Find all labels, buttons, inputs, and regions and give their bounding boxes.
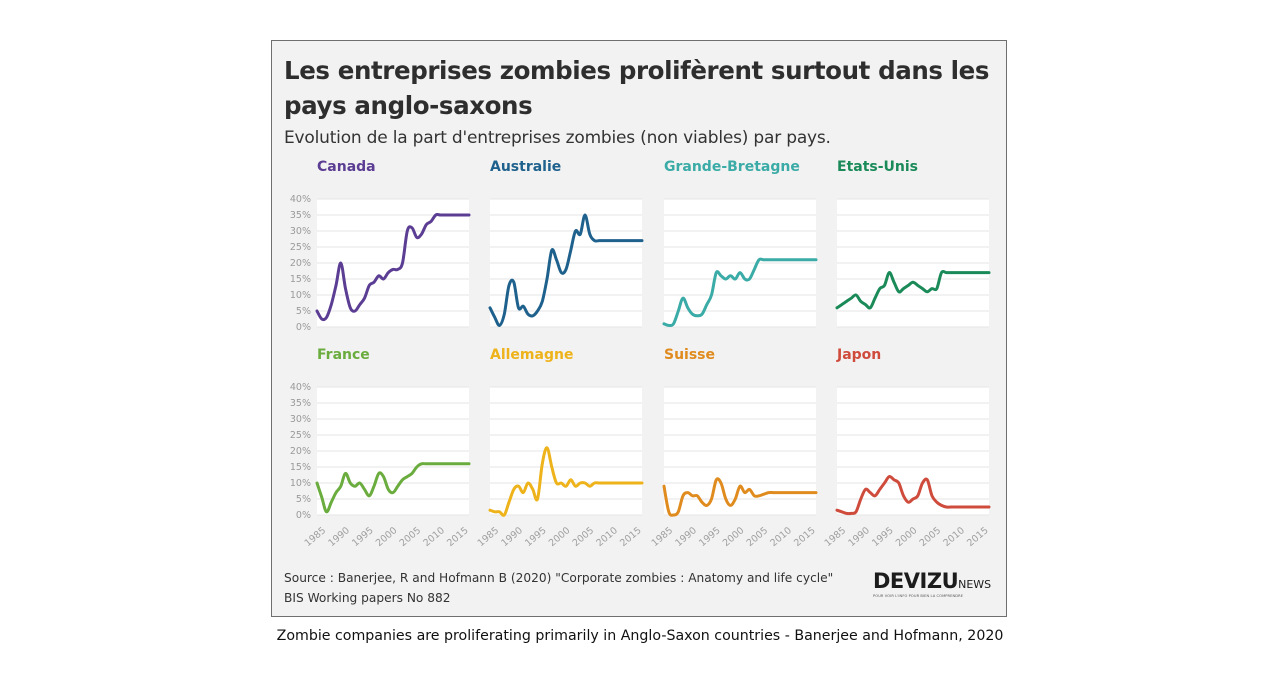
panel-title-france: France (317, 347, 370, 363)
x-tick-label: 1990 (673, 525, 699, 549)
y-tick-label: 30% (290, 414, 311, 425)
x-tick-label: 2005 (745, 525, 771, 549)
y-tick-label: 30% (290, 226, 311, 237)
series-line-etats-unis (835, 269, 991, 310)
source-note: Source : Banerjee, R and Hofmann B (2020… (284, 568, 833, 608)
y-tick-label: 20% (290, 258, 311, 269)
x-tick-label: 2005 (918, 525, 944, 549)
x-tick-label: 1985 (476, 525, 502, 549)
x-tick-label: 1985 (650, 525, 676, 549)
y-tick-label: 15% (290, 274, 311, 285)
y-tick-label: 35% (290, 210, 311, 221)
y-tick-label: 15% (290, 462, 311, 473)
y-tick-label: 40% (290, 194, 311, 205)
x-tick-label: 2015 (618, 525, 644, 549)
panel-title-allemagne: Allemagne (490, 347, 573, 363)
logo-sub: NEWS (958, 578, 992, 591)
x-tick-label: 1995 (870, 525, 896, 549)
panel-title-suisse: Suisse (664, 347, 715, 363)
x-tick-label: 1995 (697, 525, 723, 549)
y-tick-label: 10% (290, 290, 311, 301)
y-tick-label: 20% (290, 446, 311, 457)
x-tick-label: 2010 (941, 525, 967, 549)
chart-title: Les entreprises zombies prolifèrent surt… (284, 56, 990, 120)
y-tick-label: 0% (296, 510, 311, 521)
x-tick-label: 2015 (445, 525, 471, 549)
x-tick-label: 2010 (594, 525, 620, 549)
series-line-grande-bretagne (662, 257, 818, 328)
x-tick-label: 2000 (374, 525, 400, 549)
figure-caption: Zombie companies are proliferating prima… (276, 628, 1004, 644)
series-line-france (315, 462, 471, 514)
y-tick-label: 40% (290, 382, 311, 393)
x-tick-label: 2000 (547, 525, 573, 549)
chart-subtitle: Evolution de la part d'entreprises zombi… (284, 128, 831, 148)
x-tick-label: 2010 (421, 525, 447, 549)
series-line-australie (488, 213, 644, 327)
series-line-canada (315, 213, 471, 322)
x-tick-label: 1985 (303, 525, 329, 549)
x-tick-label: 1990 (499, 525, 525, 549)
y-tick-label: 25% (290, 242, 311, 253)
y-tick-label: 10% (290, 478, 311, 489)
x-tick-label: 1990 (326, 525, 352, 549)
x-tick-label: 1990 (846, 525, 872, 549)
devizu-logo: DEVIZUNEWS POUR VOIR L'INFO POUR BIEN LA… (873, 569, 992, 598)
x-tick-label: 2000 (894, 525, 920, 549)
x-tick-label: 2015 (792, 525, 818, 549)
small-multiples-chart: 0% 5% 10% 15% 20% 25% 30% 35% 40% Canada Australie… (290, 159, 991, 549)
y-tick-label: 35% (290, 398, 311, 409)
panel-title-grande-bretagne: Grande-Bretagne (664, 159, 800, 175)
x-tick-label: 1995 (523, 525, 549, 549)
x-tick-label: 2005 (571, 525, 597, 549)
x-tick-label: 2010 (768, 525, 794, 549)
panel-title-japon: Japon (836, 347, 881, 363)
series-line-japon (835, 475, 991, 516)
y-tick-label: 5% (296, 494, 311, 505)
panel-title-etats-unis: Etats-Unis (837, 159, 918, 175)
y-tick-label: 25% (290, 430, 311, 441)
source-line-2: BIS Working papers No 882 (284, 591, 451, 605)
logo-main: DEVIZU (873, 569, 959, 593)
series-line-suisse (662, 477, 818, 517)
logo-tagline: POUR VOIR L'INFO POUR BIEN LA COMPRENDRE (873, 594, 964, 598)
source-line-1: Source : Banerjee, R and Hofmann B (2020… (284, 571, 834, 585)
x-tick-label: 2000 (721, 525, 747, 549)
x-tick-label: 1985 (823, 525, 849, 549)
x-tick-label: 2005 (398, 525, 424, 549)
x-tick-label: 2015 (965, 525, 991, 549)
figure-frame: Les entreprises zombies prolifèrent surt… (271, 40, 1007, 617)
panel-title-canada: Canada (317, 159, 376, 175)
y-tick-label: 0% (296, 322, 311, 333)
x-tick-label: 1995 (350, 525, 376, 549)
panel-title-australie: Australie (490, 159, 561, 175)
series-line-allemagne (488, 446, 644, 517)
y-tick-label: 5% (296, 306, 311, 317)
